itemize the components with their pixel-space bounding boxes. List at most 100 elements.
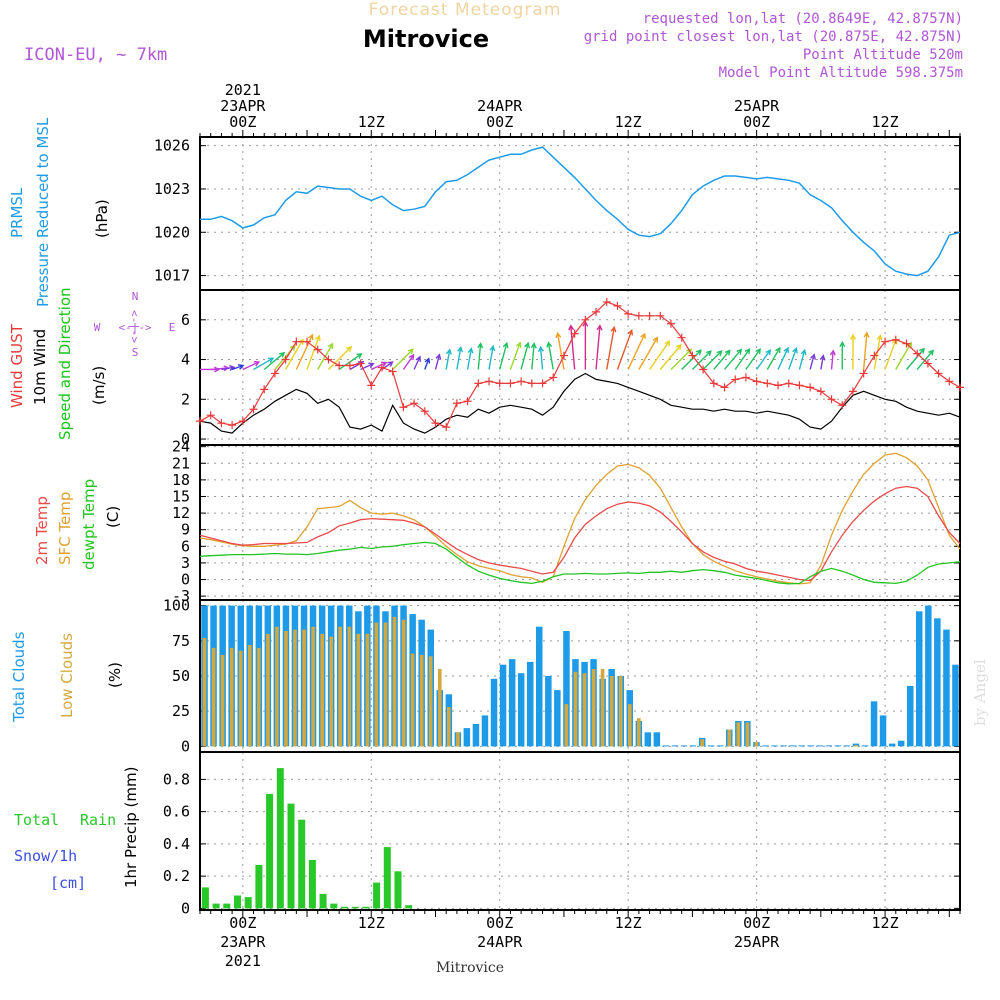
wind-arrow — [606, 327, 615, 370]
total-cloud-bar — [834, 745, 842, 747]
gust-point — [902, 339, 911, 348]
gust-point — [795, 381, 804, 390]
rain-bar — [319, 893, 327, 909]
total-cloud-bar — [807, 745, 814, 747]
wind-arrow — [723, 349, 742, 370]
wind-arrow — [788, 348, 798, 370]
low-cloud-bar — [374, 622, 379, 747]
gust-point — [763, 379, 772, 388]
wind-arrow-head — [829, 349, 836, 356]
y-tick-label: 0.4 — [163, 835, 190, 853]
low-cloud-bar — [410, 653, 415, 747]
wind-arrow-head — [716, 350, 723, 357]
gust-point — [827, 395, 836, 404]
low-cloud-bar — [365, 633, 370, 747]
rain-bar — [362, 906, 370, 909]
wind-arrow-head — [627, 329, 634, 336]
point-altitude: Point Altitude 520m — [803, 47, 963, 63]
wind-arrow — [370, 361, 387, 371]
wind-arrow-head — [415, 355, 421, 362]
rain-bar — [373, 882, 381, 909]
cloud-labels: Total Clouds Low Clouds (%) — [10, 631, 124, 723]
low-cloud-bar — [202, 638, 207, 747]
wind-arrow — [659, 344, 682, 370]
wind-arrow-head — [407, 348, 414, 355]
wind-arrow-head — [327, 342, 334, 349]
wind-arrow — [691, 350, 712, 370]
gust-point — [260, 385, 269, 394]
total-cloud-bar — [490, 678, 498, 747]
temp-unit: (C) — [104, 506, 122, 528]
wind-arrow — [745, 348, 761, 370]
wind-arrow — [445, 349, 451, 370]
low-cloud-bar — [700, 739, 704, 747]
gust-point — [956, 383, 964, 392]
wind-arrow-head — [530, 342, 537, 349]
wind-arrow-head — [387, 361, 394, 367]
low-cloud-bar — [609, 676, 614, 747]
wind-arrow — [798, 350, 806, 370]
wind-arrow — [531, 343, 535, 370]
wind-arrow — [456, 347, 462, 370]
total-cloud-bar — [916, 611, 923, 747]
time-label-bottom: 2021 — [225, 952, 261, 970]
gust-point — [228, 421, 237, 430]
gust-point — [410, 399, 419, 408]
total-cloud-bar — [943, 629, 950, 747]
gust-point — [634, 311, 643, 320]
dewpt-label: dewpt Temp — [80, 479, 98, 570]
wind-arrow — [556, 333, 565, 370]
rain-bar — [351, 906, 359, 909]
gust-point — [452, 399, 461, 408]
wind-arrow — [295, 334, 314, 370]
wind-arrow-head — [928, 349, 935, 356]
y-tick-label: 0 — [181, 430, 190, 448]
wind-arrow-head — [445, 348, 452, 355]
total-cloud-bar — [816, 745, 823, 747]
wind-arrow-head — [279, 351, 286, 358]
time-label-top: 12Z — [872, 113, 899, 131]
wind-arrow-head — [229, 365, 236, 371]
wind-arrow-head — [408, 353, 415, 361]
total-cloud-bar — [762, 745, 769, 747]
low-cloud-bar — [392, 616, 397, 747]
station-title: Mitrovice — [363, 25, 489, 53]
y-tick-label: 1023 — [154, 180, 190, 198]
gust-point — [399, 403, 408, 412]
total-cloud-bar — [925, 605, 932, 747]
total-cloud-bar — [707, 745, 715, 747]
total-cloud-bar — [879, 715, 887, 747]
gust-point — [945, 377, 954, 386]
wind-arrow — [253, 357, 274, 371]
total-cloud-bar — [508, 659, 516, 747]
gust-point — [345, 361, 354, 370]
y-tick-label: 50 — [172, 667, 190, 685]
gust-point — [709, 379, 718, 388]
low-cloud-bar — [428, 656, 433, 747]
wind-arrow — [306, 335, 320, 370]
time-label-bottom: 12Z — [358, 914, 385, 932]
wind-arrow — [905, 348, 925, 370]
gust-point — [420, 407, 429, 416]
y-tick-label: 4 — [181, 351, 190, 369]
gust-point — [859, 369, 868, 378]
gust-point — [731, 375, 740, 384]
low-cloud-bar — [356, 633, 361, 747]
wind-arrow — [616, 330, 633, 370]
wind-arrow-head — [502, 341, 509, 349]
gust-label: Wind GUST — [8, 323, 26, 408]
gust-point — [442, 423, 451, 432]
rain-bar — [266, 793, 274, 909]
wind-arrow — [520, 343, 529, 370]
wind-arrow — [734, 348, 750, 370]
total-cloud-bar — [689, 745, 697, 747]
total-cloud-bar — [934, 618, 941, 747]
wind-arrow-head — [253, 361, 261, 367]
total-cloud-bar — [472, 723, 480, 747]
y-tick-label: 15 — [172, 487, 190, 505]
t2m-label: 2m Temp — [33, 496, 51, 565]
wind-arrow — [766, 347, 781, 370]
chart-marks — [196, 146, 964, 909]
time-label-top: 00Z — [229, 113, 256, 131]
rain-word-label: Rain — [80, 811, 116, 829]
